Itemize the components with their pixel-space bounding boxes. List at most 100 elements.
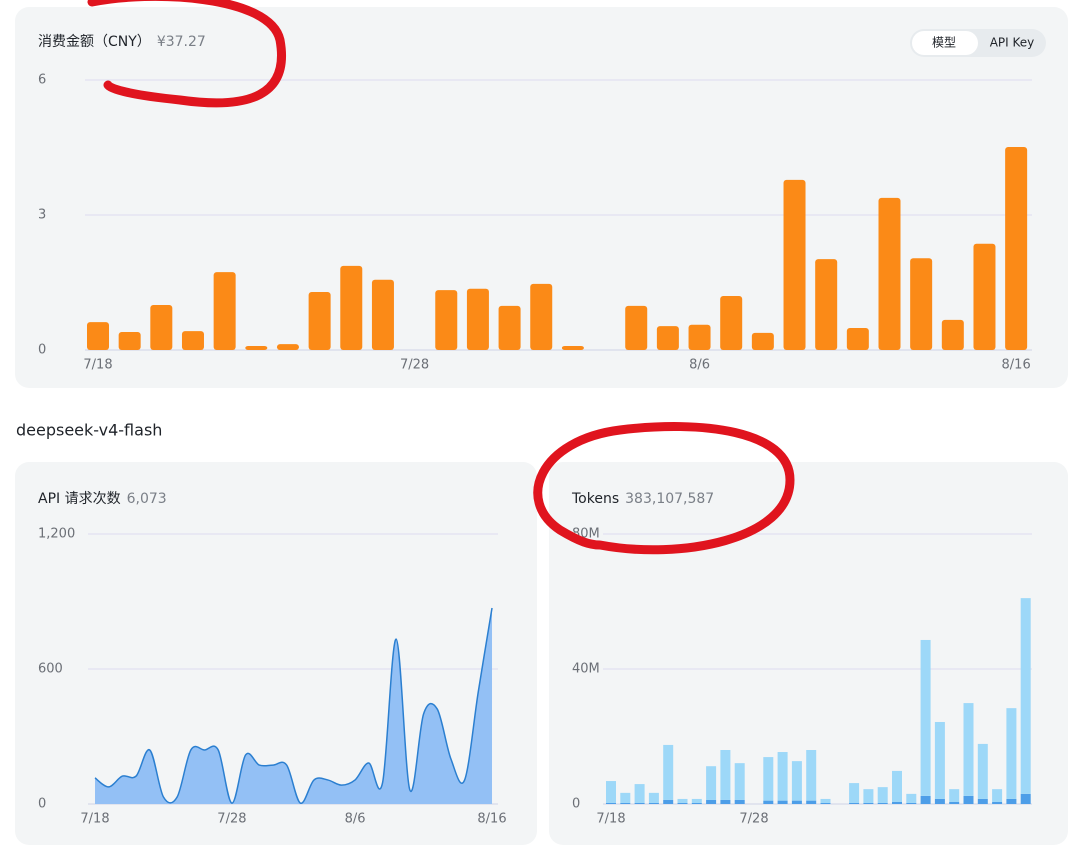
bar-segment <box>920 639 931 796</box>
bar-segment <box>706 799 717 804</box>
bar-segment <box>691 802 702 804</box>
toggle-option[interactable]: API Key <box>990 36 1035 50</box>
bar <box>371 279 394 350</box>
bar-segment <box>863 802 874 804</box>
bar-segment <box>763 800 774 804</box>
bar-segment <box>963 703 974 796</box>
bar-segment <box>849 783 860 803</box>
chart-total: 383,107,587 <box>625 491 714 507</box>
bar <box>340 265 363 350</box>
bar-segment <box>992 801 1003 804</box>
x-tick-label: 7/28 <box>400 358 429 373</box>
bar <box>656 326 679 350</box>
bar-segment <box>606 781 616 803</box>
bar <box>561 345 584 350</box>
bar-segment <box>734 799 745 804</box>
bar-segment <box>906 793 917 803</box>
bar-segment <box>620 792 631 803</box>
bar-segment <box>691 798 702 803</box>
bar-segment <box>977 743 988 799</box>
bar <box>498 305 521 350</box>
y-tick-label: 0 <box>572 797 580 812</box>
bar-segment <box>892 801 902 804</box>
x-tick-label: 7/18 <box>83 358 112 373</box>
bar-segment <box>849 802 860 804</box>
bar <box>181 331 204 350</box>
bar <box>435 290 458 350</box>
bar-segment <box>663 744 674 800</box>
bar <box>878 197 901 350</box>
y-tick-label: 600 <box>38 662 63 677</box>
bar <box>815 259 838 350</box>
bar-segment <box>806 800 817 804</box>
bar <box>87 322 109 350</box>
line <box>94 607 493 804</box>
bar-segment <box>1006 708 1017 799</box>
bar-segment <box>663 799 674 804</box>
bar-segment <box>777 752 788 801</box>
bar-segment <box>648 802 659 804</box>
bar-segment <box>763 757 774 801</box>
bar-segment <box>606 802 616 804</box>
chart-total: ¥37.27 <box>157 34 206 50</box>
bar <box>276 344 299 350</box>
bar-segment <box>677 802 688 804</box>
bar-segment <box>1020 598 1031 794</box>
bar-segment <box>863 789 874 803</box>
bar <box>910 258 933 350</box>
bar <box>973 243 996 350</box>
y-tick-label: 1,200 <box>38 527 75 542</box>
bar-segment <box>977 798 988 804</box>
bar <box>150 305 173 350</box>
x-tick-label: 7/28 <box>739 812 768 827</box>
bar-segment <box>806 750 817 801</box>
bar <box>625 305 648 350</box>
chart-title: 消费金额（CNY） <box>38 34 151 50</box>
toggle-option[interactable]: 模型 <box>932 36 956 50</box>
bar <box>941 319 964 350</box>
bar-segment <box>634 784 645 803</box>
bar-segment <box>877 802 888 804</box>
bar-segment <box>720 799 731 804</box>
bar-segment <box>949 801 960 804</box>
bar-segment <box>791 800 802 804</box>
bar <box>751 332 774 350</box>
bar <box>783 179 806 350</box>
bar <box>213 272 236 350</box>
y-tick-label: 0 <box>38 797 46 812</box>
bar-segment <box>934 798 945 804</box>
bar <box>720 296 743 350</box>
area <box>95 608 493 804</box>
bar-segment <box>1006 798 1017 804</box>
bar <box>688 324 711 350</box>
y-tick-label: 0 <box>38 343 46 358</box>
y-tick-label: 3 <box>38 208 46 223</box>
charts: 消费金额（CNY） ¥37.27 0 3 6 7/18 7/28 8/6 8/16 API 请求次… <box>38 34 1032 827</box>
y-tick-label: 6 <box>38 73 46 88</box>
bar-segment <box>1020 793 1031 804</box>
bar-segment <box>906 802 917 804</box>
bar-segment <box>777 800 788 804</box>
bar <box>1005 147 1028 350</box>
bar-segment <box>620 802 631 804</box>
bar-segment <box>920 795 931 804</box>
annotation-circle <box>533 422 795 555</box>
bar <box>846 327 869 350</box>
bar-segment <box>677 798 688 803</box>
bar <box>308 291 331 350</box>
bar <box>466 288 489 350</box>
bar-segment <box>720 750 731 800</box>
bar-segment <box>648 792 659 803</box>
x-tick-label: 8/6 <box>345 812 366 827</box>
bar <box>118 332 141 350</box>
toggle-active[interactable] <box>912 31 978 55</box>
bar-segment <box>892 770 902 802</box>
bar <box>245 345 268 350</box>
bar <box>530 283 553 350</box>
x-tick-label: 8/6 <box>689 358 710 373</box>
bar-segment <box>706 766 717 800</box>
x-tick-label: 8/16 <box>477 812 506 827</box>
y-tick-label: 40M <box>572 662 600 677</box>
